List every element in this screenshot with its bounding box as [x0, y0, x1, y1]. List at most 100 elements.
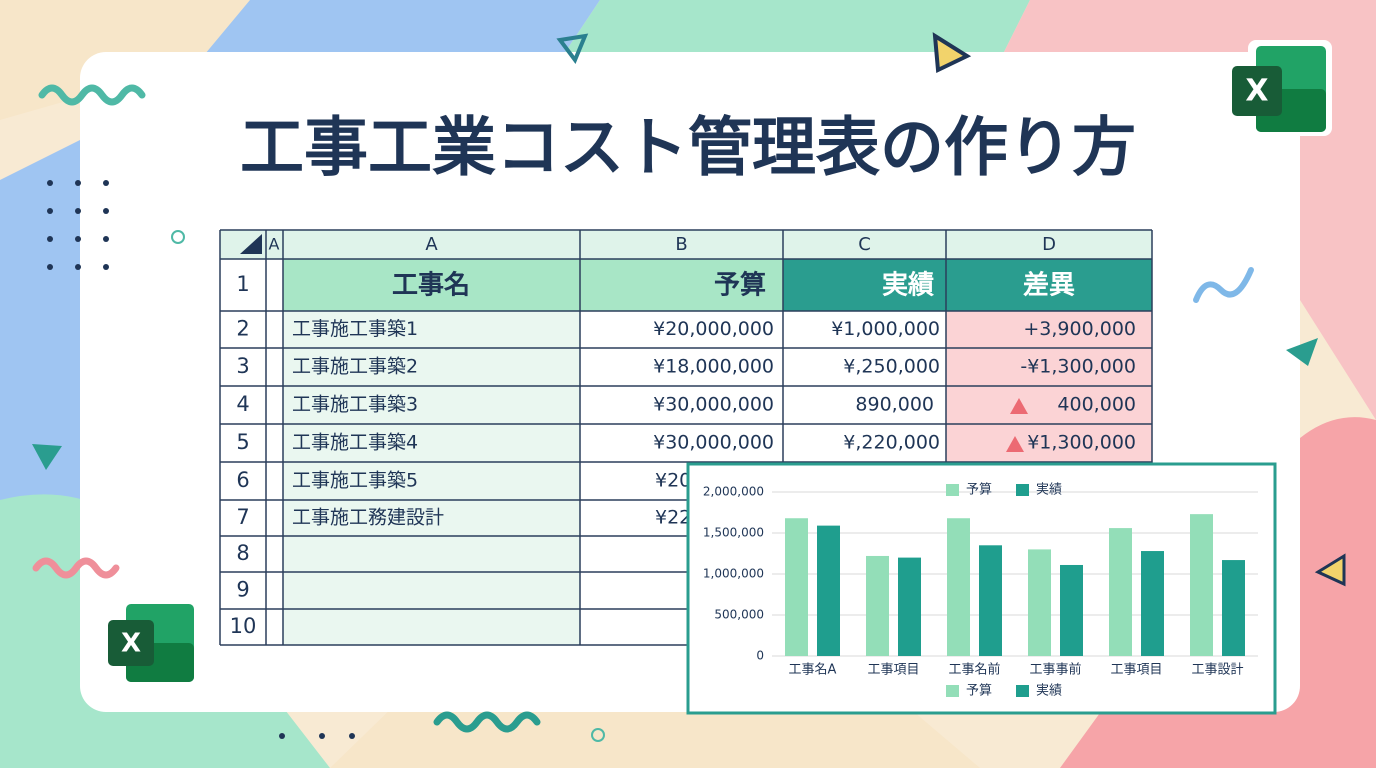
legend-swatch: [946, 484, 959, 496]
triangle-deco: [556, 33, 589, 64]
bar: [1109, 528, 1132, 656]
x-tick-label: 工事項目: [867, 663, 919, 678]
row-number: 9: [236, 578, 249, 602]
y-tick-label: 500,000: [714, 608, 764, 622]
bg-blob: [200, 0, 600, 60]
bar: [979, 545, 1002, 656]
y-tick-label: 0: [756, 649, 764, 663]
bar: [1222, 560, 1245, 656]
header-cell: 実績: [882, 271, 934, 301]
column-header: A: [425, 234, 438, 255]
bar: [1028, 549, 1051, 656]
triangle-deco: [32, 444, 62, 470]
bar: [947, 518, 970, 656]
legend-label: 実績: [1036, 683, 1062, 699]
x-tick-label: 工事設計: [1191, 662, 1243, 678]
squiggle: [433, 711, 541, 733]
row-number: 8: [236, 541, 249, 565]
x-tick-label: 工事事前: [1029, 662, 1081, 678]
triangle-deco: [1314, 553, 1346, 587]
row-number: 2: [236, 317, 249, 341]
column-header: B: [675, 234, 687, 255]
cell: 400,000: [1057, 394, 1136, 416]
row-number: 7: [236, 505, 249, 529]
bar: [866, 555, 889, 656]
header-cell: 予算: [714, 270, 766, 301]
column-header-bg: [220, 230, 1152, 259]
cell: ¥1,000,000: [831, 318, 940, 340]
header-cell-bg: [783, 259, 946, 311]
column-header: C: [858, 234, 871, 255]
cell: 工事施工事築5: [292, 470, 418, 492]
y-tick-label: 1,500,000: [703, 526, 764, 540]
cell: ¥20: [655, 470, 691, 492]
legend-label: 実績: [1036, 482, 1062, 498]
cell: 工事施工務建設計: [292, 507, 444, 529]
cell: -¥1,300,000: [1020, 356, 1136, 378]
excel-icon: X: [108, 604, 194, 682]
excel-icon-label: X: [1245, 74, 1268, 109]
excel-icon: X: [1232, 40, 1332, 136]
cell-bg: [946, 386, 1152, 424]
row-number: 10: [230, 614, 257, 638]
cell: ¥1,300,000: [1027, 432, 1136, 454]
cell: ¥22: [655, 507, 691, 529]
y-tick-label: 2,000,000: [703, 485, 764, 499]
confetti: [1193, 267, 1254, 303]
header-cell-bg: [580, 259, 783, 311]
dot-grid: [47, 180, 355, 739]
triangle-deco: [1286, 338, 1318, 366]
row-header-bg: [220, 259, 283, 645]
column-header: A: [269, 235, 280, 254]
cell: 工事施工事築3: [292, 394, 418, 416]
cell: ¥18,000,000: [653, 356, 774, 378]
x-tick-label: 工事名A: [789, 662, 837, 678]
bar: [1190, 514, 1213, 656]
bg-blob: [1000, 0, 1376, 420]
y-tick-label: 1,000,000: [703, 567, 764, 581]
corner-triangle: [240, 234, 262, 254]
header-cell-bg: [283, 259, 580, 311]
warning-triangle: [1010, 398, 1028, 414]
cell: 工事施工事築2: [292, 356, 418, 378]
excel-icon-label: X: [121, 629, 141, 659]
header-cell-bg: [946, 259, 1152, 311]
bar: [1060, 564, 1083, 656]
cell: 工事施工事築4: [292, 432, 418, 454]
column-header: D: [1042, 234, 1056, 255]
bg-blob: [0, 140, 80, 560]
legend-swatch: [1016, 484, 1029, 496]
cell-bg: [283, 311, 580, 645]
x-tick-label: 工事項目: [1110, 663, 1162, 678]
row-number: 3: [236, 354, 249, 378]
cell: ¥20,000,000: [653, 318, 774, 340]
cell: ¥,250,000: [843, 356, 940, 378]
bar: [1141, 551, 1164, 656]
row-number: 6: [236, 468, 249, 492]
row-number: 4: [236, 392, 249, 416]
x-tick-label: 工事名前: [948, 662, 1000, 678]
cell: ¥30,000,000: [653, 432, 774, 454]
legend-label: 予算: [966, 483, 992, 498]
chart: 0 500,000 1,000,000 1,500,000 2,000,000 工事名A 工…: [686, 462, 1277, 715]
squiggle: [32, 557, 120, 579]
cell: +3,900,000: [1023, 318, 1136, 340]
legend-label: 予算: [966, 684, 992, 699]
header-cell: 差異: [1023, 270, 1075, 301]
cell-bg: [946, 311, 1152, 348]
legend-swatch: [946, 685, 959, 697]
legend-swatch: [1016, 685, 1029, 697]
bg-blob: [560, 0, 1030, 60]
row-number: 5: [236, 430, 249, 454]
cell: 890,000: [855, 394, 934, 416]
row-number: 1: [236, 272, 249, 296]
cell-bg: [946, 424, 1152, 462]
squiggle: [38, 84, 146, 106]
cell: ¥,220,000: [843, 432, 940, 454]
cell-bg: [946, 348, 1152, 386]
dot: [591, 728, 605, 742]
title: 工事工業コスト管理表の作り方: [240, 112, 1136, 186]
